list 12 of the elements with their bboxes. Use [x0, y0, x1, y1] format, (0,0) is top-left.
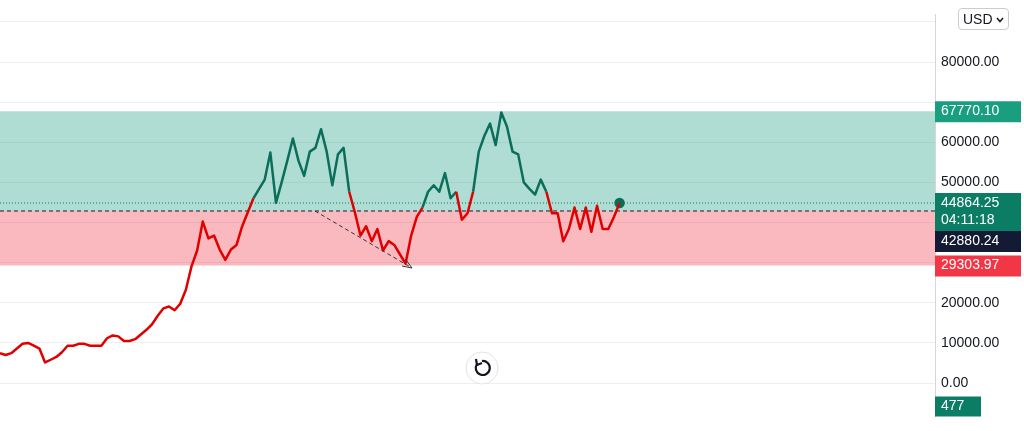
text: USD	[963, 11, 993, 27]
y-tick-label: 10000.00	[941, 333, 1000, 350]
band-label: 29303.97	[941, 256, 1000, 273]
ref-line-label: 42880.24	[941, 231, 1000, 248]
y-tick-label: 0.00	[941, 373, 969, 390]
band-label: 67770.10	[941, 101, 1000, 118]
y-tick-label: 60000.00	[941, 133, 1000, 150]
text: 477	[941, 397, 965, 414]
y-tick-label: 20000.00	[941, 293, 1000, 310]
ref-line-label: 44864.25 04:11:18	[941, 193, 1000, 227]
y-tick-label: 80000.00	[941, 52, 1000, 69]
y-tick-label: 50000.00	[941, 173, 1000, 190]
